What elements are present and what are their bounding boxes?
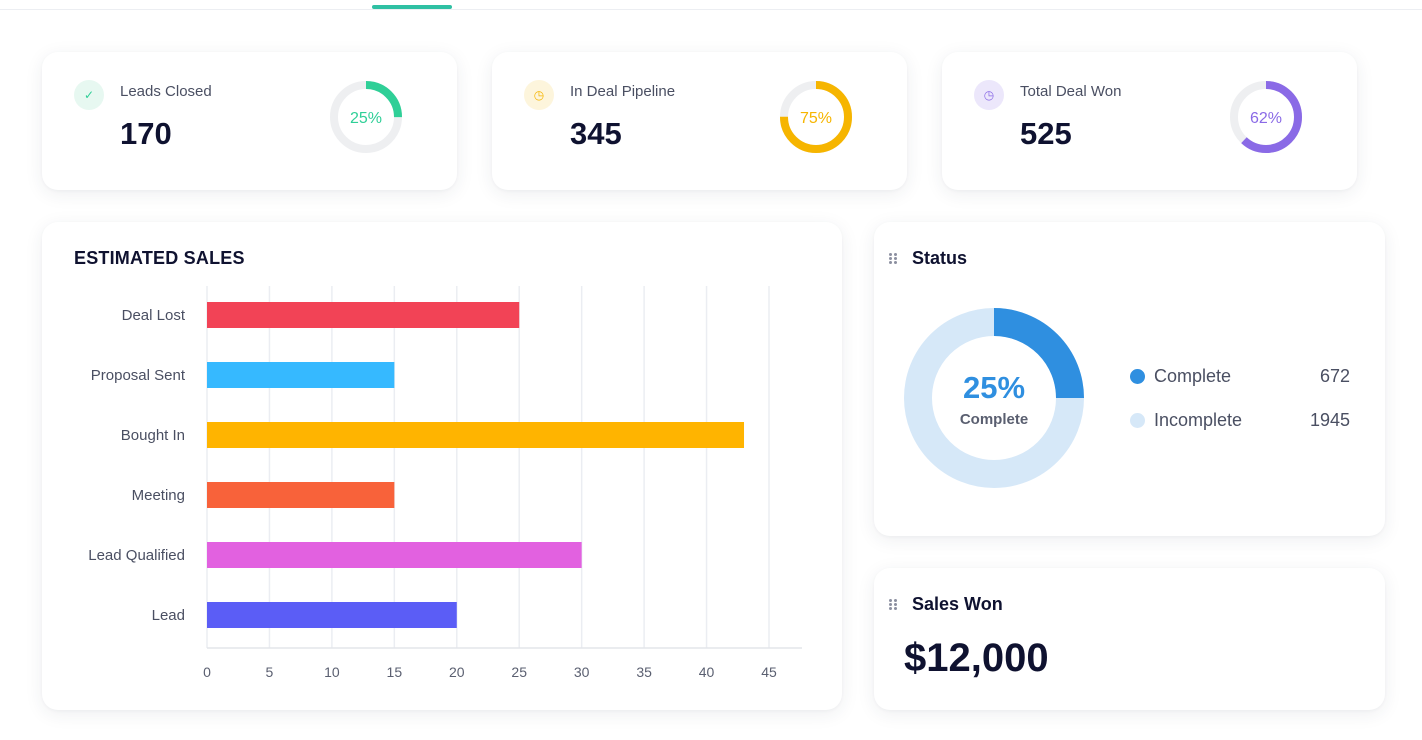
legend-value: 1945 bbox=[1309, 410, 1350, 430]
bar[interactable] bbox=[207, 542, 582, 568]
ring-percent-label: 62% bbox=[1250, 110, 1282, 127]
top-divider bbox=[0, 9, 1422, 10]
donut-complete-segment[interactable] bbox=[904, 308, 1084, 488]
stat-label: Total Deal Won bbox=[1020, 83, 1122, 100]
estimated-sales-chart: 0 5 10 15 20 25 30 35 40 45 Deal Lost Proposal Sent… bbox=[88, 286, 802, 680]
check-icon: ✓ bbox=[74, 80, 104, 110]
ring-percent-label: 25% bbox=[350, 110, 382, 127]
category-label: Bought In bbox=[121, 427, 185, 444]
donut-center-value: 25% bbox=[963, 370, 1025, 405]
stat-card-in-deal-pipeline: ◷ In Deal Pipeline 345 75% bbox=[492, 52, 907, 190]
stat-value: 170 bbox=[120, 116, 172, 151]
category-label: Proposal Sent bbox=[91, 367, 186, 384]
x-tick-label: 10 bbox=[324, 664, 340, 680]
x-tick-label: 40 bbox=[699, 664, 715, 680]
x-tick-label: 25 bbox=[511, 664, 527, 680]
ring-progress bbox=[780, 81, 852, 153]
stat-value: 345 bbox=[570, 116, 622, 151]
ring-progress bbox=[1230, 81, 1302, 153]
stat-label: Leads Closed bbox=[120, 83, 212, 100]
stat-label: In Deal Pipeline bbox=[570, 83, 676, 100]
ring-progress bbox=[330, 81, 402, 153]
donut-center-label: Complete bbox=[960, 411, 1028, 428]
status-donut-chart: 25% Complete bbox=[904, 308, 1084, 488]
stat-card-total-deal-won: ◷ Total Deal Won 525 62% bbox=[942, 52, 1357, 190]
progress-ring: 75% bbox=[780, 81, 852, 153]
legend-item-incomplete: Incomplete 1945 bbox=[1128, 409, 1350, 433]
bar[interactable] bbox=[207, 482, 395, 508]
bar[interactable] bbox=[207, 422, 745, 448]
category-label: Meeting bbox=[132, 487, 185, 504]
legend-label: Incomplete bbox=[1154, 410, 1243, 430]
legend-value: 672 bbox=[1319, 366, 1350, 386]
x-tick-label: 15 bbox=[387, 664, 403, 680]
sales-won-value: $12,000 bbox=[904, 636, 1049, 680]
x-tick-label: 20 bbox=[449, 664, 465, 680]
status-card: Status 25% Complete Complete 672 Incomple… bbox=[874, 222, 1385, 536]
active-tab-indicator[interactable] bbox=[372, 5, 452, 9]
legend-item-complete: Complete 672 bbox=[1128, 365, 1350, 389]
x-tick-label: 0 bbox=[203, 664, 211, 680]
ring-percent-label: 75% bbox=[800, 110, 832, 127]
x-tick-label: 45 bbox=[761, 664, 777, 680]
progress-ring: 25% bbox=[330, 81, 402, 153]
stat-value: 525 bbox=[1020, 116, 1072, 151]
panel-title: Status bbox=[912, 248, 968, 268]
bar[interactable] bbox=[207, 602, 457, 628]
category-label: Lead bbox=[152, 607, 185, 624]
clock-icon: ◷ bbox=[524, 80, 554, 110]
legend-marker bbox=[1130, 369, 1145, 384]
x-tick-label: 5 bbox=[266, 664, 274, 680]
panel-title: Sales Won bbox=[912, 594, 1003, 614]
drag-handle-icon[interactable] bbox=[889, 599, 897, 611]
x-tick-label: 35 bbox=[636, 664, 652, 680]
x-tick-label: 30 bbox=[574, 664, 590, 680]
legend-marker bbox=[1130, 413, 1145, 428]
estimated-sales-card: 0 5 10 15 20 25 30 35 40 45 Deal Lost Proposal Sent… bbox=[42, 222, 842, 710]
bar[interactable] bbox=[207, 302, 520, 328]
legend-label: Complete bbox=[1154, 366, 1232, 386]
category-label: Lead Qualified bbox=[88, 547, 185, 564]
clock-icon: ◷ bbox=[974, 80, 1004, 110]
drag-handle-icon[interactable] bbox=[889, 253, 897, 265]
card-title: ESTIMATED SALES bbox=[74, 248, 245, 268]
category-label: Deal Lost bbox=[122, 307, 186, 324]
progress-ring: 62% bbox=[1230, 81, 1302, 153]
stat-card-leads-closed: ✓ Leads Closed 170 25% bbox=[42, 52, 457, 190]
sales-won-card: Sales Won $12,000 bbox=[874, 568, 1385, 710]
bar[interactable] bbox=[207, 362, 395, 388]
